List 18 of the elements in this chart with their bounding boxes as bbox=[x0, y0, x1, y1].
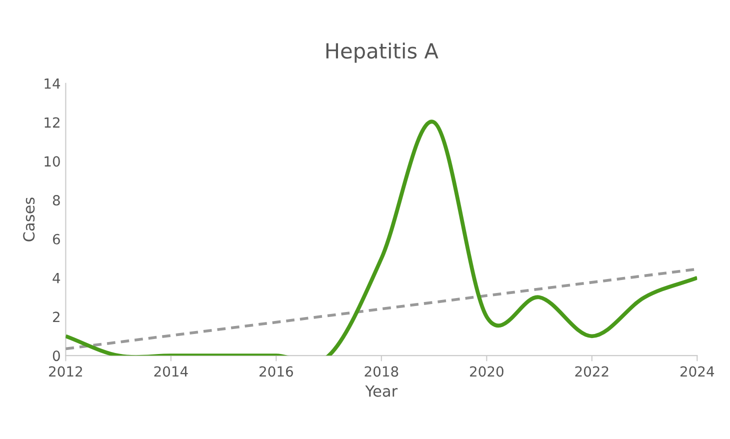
x-tick-label: 2012 bbox=[49, 366, 82, 377]
y-tick-label: 10 bbox=[44, 156, 60, 167]
y-tick-label: 12 bbox=[44, 117, 60, 128]
y-axis-title: Cases bbox=[23, 198, 35, 242]
y-tick-label: 8 bbox=[52, 195, 60, 206]
x-tick-label: 2024 bbox=[680, 366, 714, 377]
x-tick-label: 2014 bbox=[154, 366, 188, 377]
y-tick-label: 4 bbox=[52, 272, 60, 284]
x-tick-label: 2016 bbox=[260, 366, 293, 377]
x-tick-label: 2022 bbox=[575, 366, 608, 377]
y-tick-label: 14 bbox=[44, 78, 60, 89]
y-tick-label: 6 bbox=[52, 234, 60, 244]
y-tick-label: 0 bbox=[52, 350, 60, 362]
x-tick-label: 2020 bbox=[470, 366, 504, 377]
y-tick-label: 2 bbox=[53, 312, 60, 322]
chart-title: Hepatitis A bbox=[326, 42, 438, 63]
x-axis-title: Year bbox=[365, 385, 398, 397]
x-tick-label: 2018 bbox=[364, 366, 398, 377]
